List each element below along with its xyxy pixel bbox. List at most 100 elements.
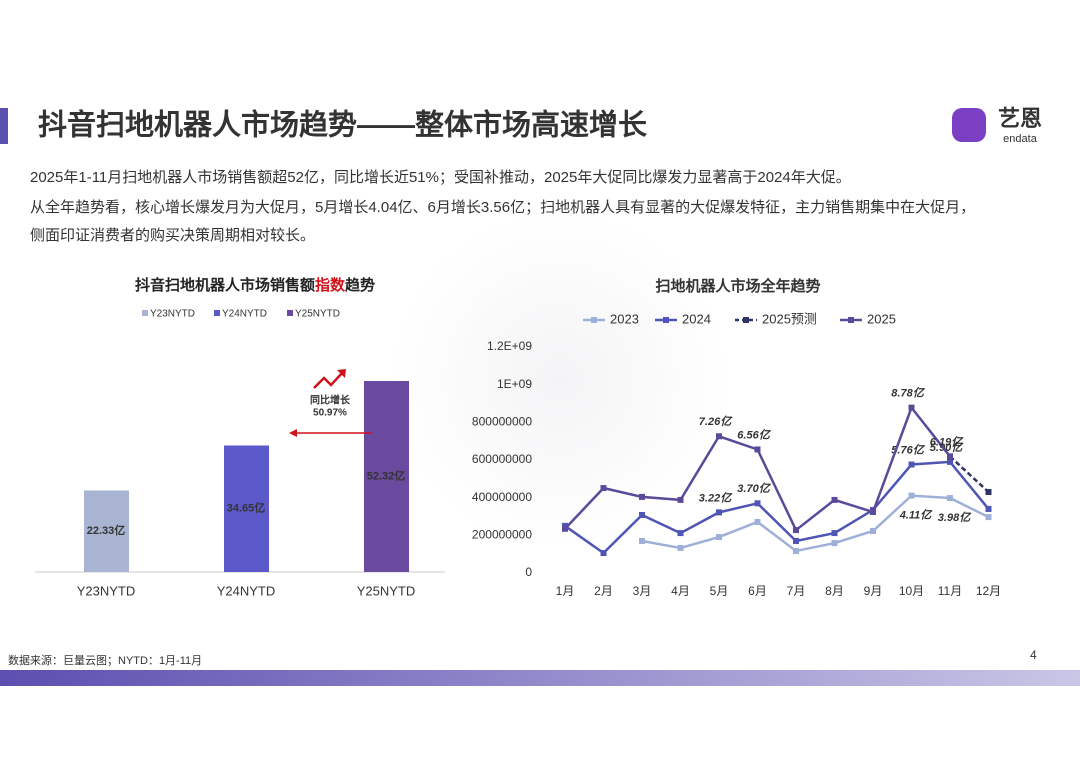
x-tick-label: 9月 xyxy=(864,584,883,598)
data-label: 8.78亿 xyxy=(891,387,925,400)
logo-icon xyxy=(952,108,986,142)
data-label: 3.22亿 xyxy=(699,491,733,504)
y-tick-label: 200000000 xyxy=(472,528,532,542)
data-label: 4.11亿 xyxy=(899,509,934,522)
point-marker xyxy=(793,537,799,544)
legend-marker xyxy=(743,317,749,323)
point-marker xyxy=(947,458,953,465)
title-part: 趋势 xyxy=(345,276,375,294)
y-tick-label: 1E+09 xyxy=(497,377,532,391)
legend-marker xyxy=(591,317,597,323)
legend-swatch xyxy=(214,310,220,316)
y-tick-label: 600000000 xyxy=(472,452,532,466)
x-tick-label: 4月 xyxy=(671,584,690,598)
x-tick-label: 12月 xyxy=(976,584,1001,598)
point-marker xyxy=(677,544,684,551)
y-tick-label: 1.2E+09 xyxy=(487,339,532,353)
x-tick-label: Y25NYTD xyxy=(357,583,416,598)
x-tick-label: 6月 xyxy=(748,584,767,598)
x-tick-label: 7月 xyxy=(787,584,806,598)
point-marker xyxy=(754,518,761,525)
legend-swatch xyxy=(142,310,148,316)
annotation: 50.97% xyxy=(313,408,347,419)
bar xyxy=(84,490,129,572)
title-part: 指数 xyxy=(315,276,346,294)
point-marker xyxy=(985,505,992,512)
source-note: 数据来源：巨量云图；NYTD：1月-11月 xyxy=(8,653,202,667)
point-marker xyxy=(870,528,876,535)
y-tick-label: 800000000 xyxy=(472,415,532,429)
point-marker xyxy=(677,496,684,503)
y-tick-label: 0 xyxy=(525,565,532,579)
arrow-head xyxy=(289,429,297,437)
slide-title: 抖音扫地机器人市场趋势——整体市场高速增长 xyxy=(38,108,648,142)
series-line xyxy=(564,460,990,555)
bar-label: 34.65亿 xyxy=(227,501,266,515)
data-label: 7.26亿 xyxy=(699,415,733,428)
bar-label: 22.33亿 xyxy=(87,523,126,537)
x-tick-label: 10月 xyxy=(899,584,924,598)
x-tick-label: 2月 xyxy=(594,584,613,598)
background-swirl xyxy=(390,210,730,550)
page-number: 4 xyxy=(1030,648,1037,662)
point-marker xyxy=(908,404,915,411)
point-marker xyxy=(716,433,722,440)
chart-title: 扫地机器人市场全年趋势 xyxy=(655,277,820,295)
data-label: 3.98亿 xyxy=(938,511,972,524)
title-part: 抖音扫地机器人市场销售额 xyxy=(135,276,315,294)
x-tick-label: 8月 xyxy=(825,584,844,598)
data-label: 5.90亿 xyxy=(930,441,964,454)
point-marker xyxy=(639,493,645,500)
legend-marker xyxy=(663,317,669,323)
x-tick-label: Y23NYTD xyxy=(77,583,136,598)
point-marker xyxy=(831,496,838,503)
point-marker xyxy=(716,509,722,516)
point-marker xyxy=(677,530,684,537)
legend-label: Y25NYTD xyxy=(295,309,340,320)
logo-subtext: endata xyxy=(1003,133,1038,145)
bar xyxy=(224,445,269,572)
point-marker xyxy=(831,540,838,547)
bar-label: 52.32亿 xyxy=(367,468,406,482)
x-tick-label: 1月 xyxy=(556,584,575,598)
point-marker xyxy=(908,492,915,499)
point-marker xyxy=(600,485,607,492)
data-label: 6.56亿 xyxy=(737,428,771,441)
series-line xyxy=(641,494,990,553)
legend-label: 2025预测 xyxy=(762,311,817,326)
legend-label: Y23NYTD xyxy=(150,309,195,320)
point-marker xyxy=(639,537,645,544)
point-marker xyxy=(639,511,645,518)
legend-label: 2023 xyxy=(610,311,639,326)
paragraph: 从全年趋势看，核心增长爆发月为大促月，5月增长4.04亿、6月增长3.56亿；扫… xyxy=(30,198,975,216)
chart-title: 抖音扫地机器人市场销售额指数趋势 xyxy=(135,276,375,294)
point-marker xyxy=(562,525,568,532)
data-label: 3.70亿 xyxy=(737,482,771,495)
legend-label: 2025 xyxy=(867,311,896,326)
point-marker xyxy=(600,550,607,557)
footer-band xyxy=(0,670,1080,686)
point-marker xyxy=(985,489,992,496)
data-label: 5.76亿 xyxy=(891,443,925,456)
x-tick-label: 11月 xyxy=(938,584,962,598)
title-accent xyxy=(0,108,8,144)
point-marker xyxy=(754,500,761,507)
paragraph: 2025年1-11月扫地机器人市场销售额超52亿，同比增长近51%；受国补推动，… xyxy=(30,169,851,186)
point-marker xyxy=(947,495,953,502)
annotation: 同比增长 xyxy=(310,394,351,407)
x-tick-label: 3月 xyxy=(633,584,652,598)
y-tick-label: 400000000 xyxy=(472,490,532,504)
point-marker xyxy=(985,514,992,521)
series-line xyxy=(949,455,990,493)
legend-label: Y24NYTD xyxy=(222,309,267,320)
point-marker xyxy=(716,534,722,541)
x-tick-label: Y24NYTD xyxy=(217,583,276,598)
legend-label: 2024 xyxy=(682,311,711,326)
data-label: 6.19亿 xyxy=(930,435,964,448)
paragraph: 侧面印证消费者的购买决策周期相对较长。 xyxy=(30,226,315,244)
point-marker xyxy=(908,461,915,468)
legend-marker xyxy=(848,317,854,323)
bar xyxy=(364,381,409,572)
point-marker xyxy=(793,547,799,554)
